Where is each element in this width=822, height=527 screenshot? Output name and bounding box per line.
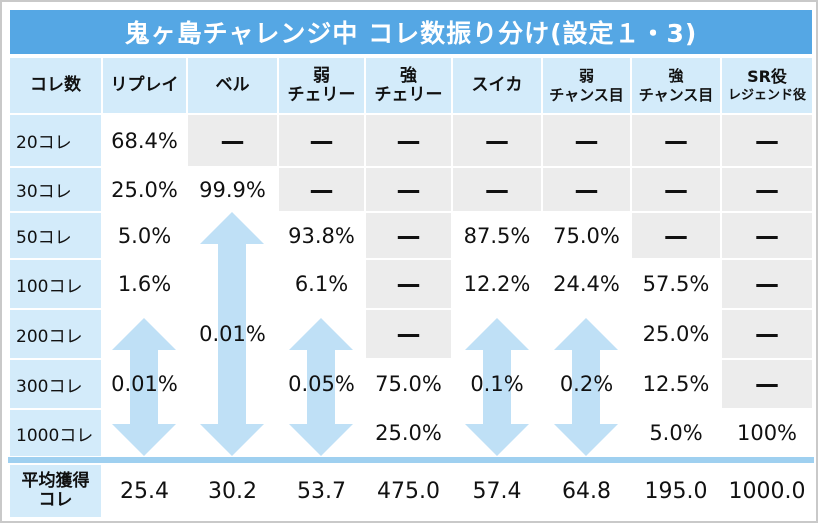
table-cell: 12.2%	[453, 260, 541, 308]
header-cell-koresu: コレ数	[10, 58, 101, 113]
table-cell: —	[722, 260, 812, 308]
table-cell: 24.4%	[543, 260, 630, 308]
range-value-suika: 0.1%	[470, 372, 524, 396]
average-value: 1000.0	[722, 465, 812, 517]
header-cell-bell: ベル	[188, 58, 277, 113]
table-cell	[103, 310, 186, 358]
table-cell: 75.0%	[366, 360, 451, 408]
average-label-cell: 平均獲得 コレ	[10, 465, 101, 517]
table-cell: —	[543, 168, 630, 211]
average-value: 195.0	[632, 465, 720, 517]
table-cell	[453, 310, 541, 358]
table-cell: 1.6%	[103, 260, 186, 308]
header-label: チェリー	[287, 84, 356, 105]
table-cell: —	[722, 310, 812, 358]
table-cell: —	[366, 115, 451, 166]
range-value-bell: 0.01%	[199, 322, 266, 346]
range-value-weak-chance: 0.2%	[559, 372, 614, 396]
range-value-weak-cherry: 0.05%	[288, 372, 355, 396]
table-cell: —	[188, 115, 277, 166]
average-separator	[8, 457, 814, 463]
table-cell: —	[279, 168, 364, 211]
table-cell: 6.1%	[279, 260, 364, 308]
header-label: チェリー	[374, 84, 443, 105]
table-cell: 25.0%	[366, 410, 451, 456]
row-label: 1000コレ	[10, 410, 101, 456]
table-cell: —	[366, 213, 451, 258]
header-label: ベル	[215, 75, 250, 95]
header-cell-replay: リプレイ	[103, 58, 186, 113]
table-cell: 25.0%	[632, 310, 720, 358]
table-cell: 100%	[722, 410, 812, 456]
table-cell: —	[632, 213, 720, 258]
table-cell	[188, 360, 277, 408]
range-value-replay: 0.01%	[111, 372, 178, 396]
header-cell-suika: スイカ	[453, 58, 541, 113]
row-label: 200コレ	[10, 310, 101, 358]
table-cell: —	[543, 115, 630, 166]
header-cell-strong-cherry: 強チェリー	[366, 58, 451, 113]
header-label: レジェンド役	[727, 87, 806, 103]
header-label: 強	[668, 66, 684, 85]
table-cell: —	[632, 115, 720, 166]
table-cell	[543, 410, 630, 456]
table-cell: —	[453, 115, 541, 166]
table-cell	[188, 213, 277, 258]
average-value: 53.7	[279, 465, 364, 517]
table-cell	[543, 310, 630, 358]
row-label: 20コレ	[10, 115, 101, 166]
header-label: SR役	[747, 66, 787, 86]
row-label: 300コレ	[10, 360, 101, 408]
table-cell	[279, 310, 364, 358]
table-cell	[279, 410, 364, 456]
row-label: 30コレ	[10, 168, 101, 211]
header-label: 弱	[313, 65, 330, 86]
table-title: 鬼ヶ島チャレンジ中 コレ数振り分け(設定１・3)	[10, 10, 812, 54]
table-cell: —	[722, 360, 812, 408]
average-value: 475.0	[366, 465, 451, 517]
header-label: スイカ	[471, 75, 523, 95]
average-value: 25.4	[103, 465, 186, 517]
header-label: リプレイ	[110, 75, 179, 95]
table-cell: —	[722, 213, 812, 258]
table-cell	[453, 410, 541, 456]
row-label: 50コレ	[10, 213, 101, 258]
table-cell	[103, 410, 186, 456]
table-cell: —	[366, 260, 451, 308]
table-cell	[188, 410, 277, 456]
row-label: 100コレ	[10, 260, 101, 308]
average-value: 64.8	[543, 465, 630, 517]
table-cell	[188, 260, 277, 308]
header-label: チャンス目	[638, 85, 714, 104]
header-cell-weak-cherry: 弱チェリー	[279, 58, 364, 113]
table-cell: —	[366, 310, 451, 358]
table-cell: 5.0%	[103, 213, 186, 258]
table-cell: 12.5%	[632, 360, 720, 408]
table-cell: 87.5%	[453, 213, 541, 258]
table-cell: 57.5%	[632, 260, 720, 308]
header-cell-sr-legend: SR役 レジェンド役	[722, 58, 812, 113]
table-cell: —	[722, 115, 812, 166]
table-cell: 5.0%	[632, 410, 720, 456]
table-cell: —	[632, 168, 720, 211]
average-label: コレ	[38, 490, 73, 510]
average-value: 57.4	[453, 465, 541, 517]
table-cell: —	[453, 168, 541, 211]
header-label: コレ数	[30, 75, 81, 95]
table-cell: —	[722, 168, 812, 211]
header-cell-strong-chance: 強チャンス目	[632, 58, 720, 113]
table-cell: 93.8%	[279, 213, 364, 258]
average-label: 平均獲得	[21, 471, 90, 491]
table-cell: —	[366, 168, 451, 211]
header-label: チャンス目	[549, 85, 624, 104]
table-cell: 68.4%	[103, 115, 186, 166]
table-cell: 25.0%	[103, 168, 186, 211]
average-value: 30.2	[188, 465, 277, 517]
table-cell: —	[279, 115, 364, 166]
table-cell: 99.9%	[188, 168, 277, 211]
header-label: 弱	[578, 66, 594, 85]
table-cell: 75.0%	[543, 213, 630, 258]
header-cell-weak-chance: 弱チャンス目	[543, 58, 630, 113]
header-label: 強	[400, 65, 417, 86]
